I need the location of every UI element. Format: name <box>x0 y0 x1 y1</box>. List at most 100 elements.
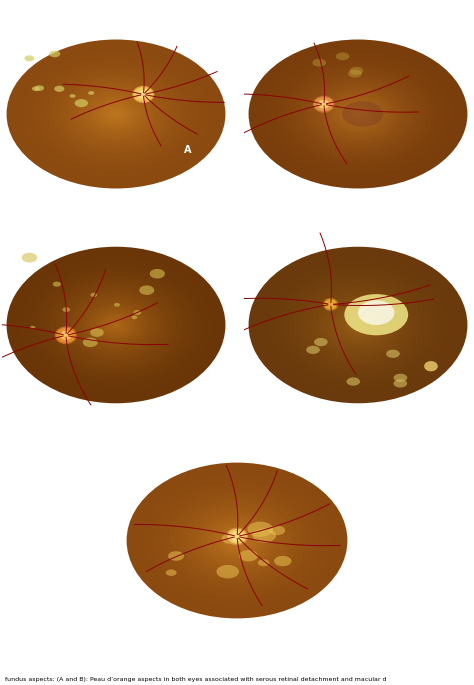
Ellipse shape <box>229 535 245 547</box>
Ellipse shape <box>350 319 366 331</box>
Ellipse shape <box>171 494 303 587</box>
Ellipse shape <box>179 499 295 582</box>
Ellipse shape <box>223 531 251 550</box>
Ellipse shape <box>336 53 349 60</box>
Ellipse shape <box>306 79 410 149</box>
Ellipse shape <box>34 58 198 170</box>
Ellipse shape <box>198 513 276 568</box>
Ellipse shape <box>217 565 239 578</box>
Ellipse shape <box>39 62 192 166</box>
Ellipse shape <box>53 280 179 370</box>
Ellipse shape <box>94 310 138 340</box>
Ellipse shape <box>88 91 94 95</box>
Ellipse shape <box>226 533 248 548</box>
Ellipse shape <box>114 303 120 307</box>
Ellipse shape <box>251 249 465 401</box>
Ellipse shape <box>89 306 143 345</box>
Ellipse shape <box>100 313 132 337</box>
Ellipse shape <box>182 501 292 580</box>
Ellipse shape <box>132 316 137 319</box>
Ellipse shape <box>168 492 306 589</box>
Ellipse shape <box>59 75 173 153</box>
Ellipse shape <box>386 349 400 358</box>
Ellipse shape <box>64 79 168 149</box>
Ellipse shape <box>279 269 438 382</box>
Ellipse shape <box>18 255 215 395</box>
Ellipse shape <box>113 323 118 327</box>
Ellipse shape <box>356 323 361 327</box>
Ellipse shape <box>303 77 413 151</box>
Ellipse shape <box>259 47 456 181</box>
Ellipse shape <box>344 105 372 123</box>
Ellipse shape <box>284 64 432 164</box>
Ellipse shape <box>287 66 429 162</box>
Ellipse shape <box>325 92 391 136</box>
Ellipse shape <box>311 82 404 146</box>
Ellipse shape <box>168 551 184 561</box>
Ellipse shape <box>253 528 276 543</box>
Ellipse shape <box>105 107 127 121</box>
Ellipse shape <box>83 92 149 136</box>
Ellipse shape <box>328 303 388 347</box>
Ellipse shape <box>173 496 301 585</box>
Ellipse shape <box>276 58 440 170</box>
Ellipse shape <box>271 54 446 173</box>
Ellipse shape <box>110 321 121 329</box>
Ellipse shape <box>150 269 165 279</box>
Ellipse shape <box>81 90 152 138</box>
Ellipse shape <box>9 41 223 186</box>
Text: fundus aspects: (A and B): Peau d’orange aspects in both eyes associated with se: fundus aspects: (A and B): Peau d’orange… <box>5 677 386 682</box>
Ellipse shape <box>64 288 168 362</box>
Ellipse shape <box>298 73 418 155</box>
Ellipse shape <box>215 525 259 556</box>
Text: A: A <box>9 28 18 38</box>
Ellipse shape <box>91 97 141 131</box>
Ellipse shape <box>137 90 149 99</box>
Ellipse shape <box>262 49 454 179</box>
Ellipse shape <box>72 84 160 144</box>
Ellipse shape <box>91 308 141 342</box>
Ellipse shape <box>25 55 35 62</box>
Ellipse shape <box>7 247 226 403</box>
Ellipse shape <box>193 510 281 572</box>
Ellipse shape <box>108 319 124 331</box>
Ellipse shape <box>50 69 182 159</box>
Ellipse shape <box>32 86 40 91</box>
Ellipse shape <box>108 108 124 120</box>
Ellipse shape <box>346 377 360 386</box>
Ellipse shape <box>196 511 278 570</box>
Ellipse shape <box>201 515 273 566</box>
Ellipse shape <box>287 274 429 376</box>
Ellipse shape <box>325 301 391 349</box>
Text: A: A <box>184 145 192 155</box>
Ellipse shape <box>265 258 451 392</box>
Ellipse shape <box>54 86 64 92</box>
Ellipse shape <box>47 276 184 374</box>
Ellipse shape <box>284 272 432 378</box>
Ellipse shape <box>55 327 76 344</box>
Ellipse shape <box>35 86 44 91</box>
Ellipse shape <box>248 40 467 188</box>
Ellipse shape <box>290 67 427 160</box>
Ellipse shape <box>60 331 72 340</box>
Ellipse shape <box>15 45 217 183</box>
Ellipse shape <box>143 474 331 607</box>
Ellipse shape <box>322 299 393 351</box>
Ellipse shape <box>9 249 223 401</box>
Ellipse shape <box>53 71 179 157</box>
Ellipse shape <box>91 292 97 297</box>
Ellipse shape <box>45 274 187 376</box>
Ellipse shape <box>135 469 339 612</box>
Ellipse shape <box>259 255 456 395</box>
Text: E: E <box>129 450 137 460</box>
Ellipse shape <box>344 315 372 335</box>
Ellipse shape <box>134 310 141 315</box>
Ellipse shape <box>312 59 326 66</box>
Ellipse shape <box>342 103 374 125</box>
Ellipse shape <box>63 307 70 312</box>
Ellipse shape <box>53 282 61 287</box>
Ellipse shape <box>12 251 220 399</box>
Ellipse shape <box>83 338 98 347</box>
Ellipse shape <box>83 301 149 349</box>
Ellipse shape <box>15 253 217 397</box>
